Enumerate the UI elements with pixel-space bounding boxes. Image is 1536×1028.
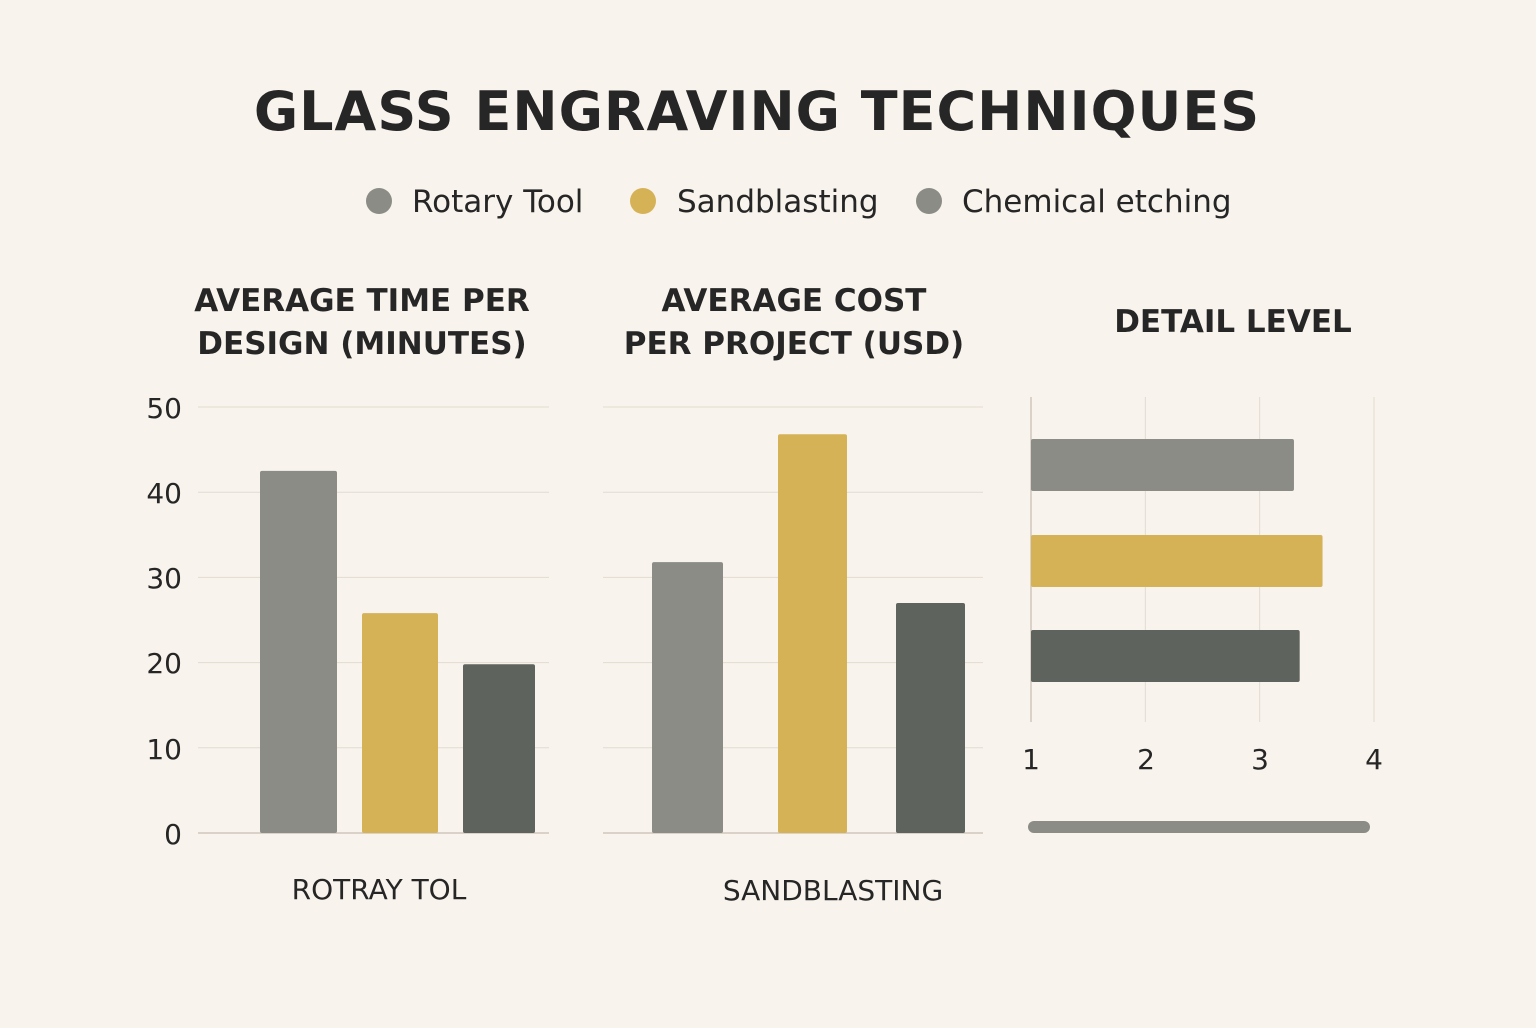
legend-marker-sandblasting <box>630 188 656 214</box>
main-title: GLASS ENGRAVING TECHNIQUES <box>254 80 1260 143</box>
time-y-tick-label: 20 <box>146 647 182 680</box>
detail-x-tick-label: 3 <box>1251 743 1269 776</box>
detail-x-tick-label: 2 <box>1137 743 1155 776</box>
cost-bar-chemical-etching <box>896 602 965 833</box>
time-bar-rotary-tool <box>260 470 337 833</box>
detail-bar-sandblasting <box>1031 535 1323 587</box>
time-y-tick-label: 0 <box>164 818 182 851</box>
legend-marker-rotary-tool <box>366 188 392 214</box>
legend-marker-chemical-etching <box>916 188 942 214</box>
detail-x-tick-label: 1 <box>1022 743 1040 776</box>
cost-chart-title-line-1: AVERAGE COST <box>662 283 927 319</box>
time-bar-sandblasting <box>362 613 438 833</box>
detail-chart-underline-bar <box>1028 821 1370 833</box>
legend-label-rotary-tool: Rotary Tool <box>412 184 583 220</box>
time-chart-title-line-2: DESIGN (MINUTES) <box>197 326 526 362</box>
time-bar-chemical-etching <box>463 664 535 833</box>
detail-x-tick-label: 4 <box>1365 743 1383 776</box>
detail-chart-title: DETAIL LEVEL <box>1114 304 1352 340</box>
legend-label-chemical-etching: Chemical etching <box>962 184 1232 220</box>
detail-chart-bars <box>1031 439 1323 682</box>
time-chart-bars <box>260 470 535 833</box>
cost-chart-bars <box>652 434 965 833</box>
legend-label-sandblasting: Sandblasting <box>677 184 879 220</box>
cost-chart-x-label: SANDBLASTING <box>723 874 943 907</box>
time-y-tick-label: 50 <box>146 392 182 425</box>
time-chart-title-line-1: AVERAGE TIME PER <box>194 283 530 319</box>
cost-chart-title-line-2: PER PROJECT (USD) <box>624 326 964 362</box>
detail-bar-rotary-tool <box>1031 439 1294 491</box>
time-y-tick-label: 40 <box>146 477 182 510</box>
time-y-tick-label: 30 <box>146 562 182 595</box>
legend: Rotary Tool Sandblasting Chemical etchin… <box>366 184 1232 220</box>
cost-bar-rotary-tool <box>652 562 723 833</box>
time-chart-x-label: ROTRAY TOL <box>292 873 467 906</box>
detail-bar-chemical-etching <box>1031 630 1300 682</box>
cost-bar-sandblasting <box>778 434 847 833</box>
time-y-tick-label: 10 <box>146 733 182 766</box>
